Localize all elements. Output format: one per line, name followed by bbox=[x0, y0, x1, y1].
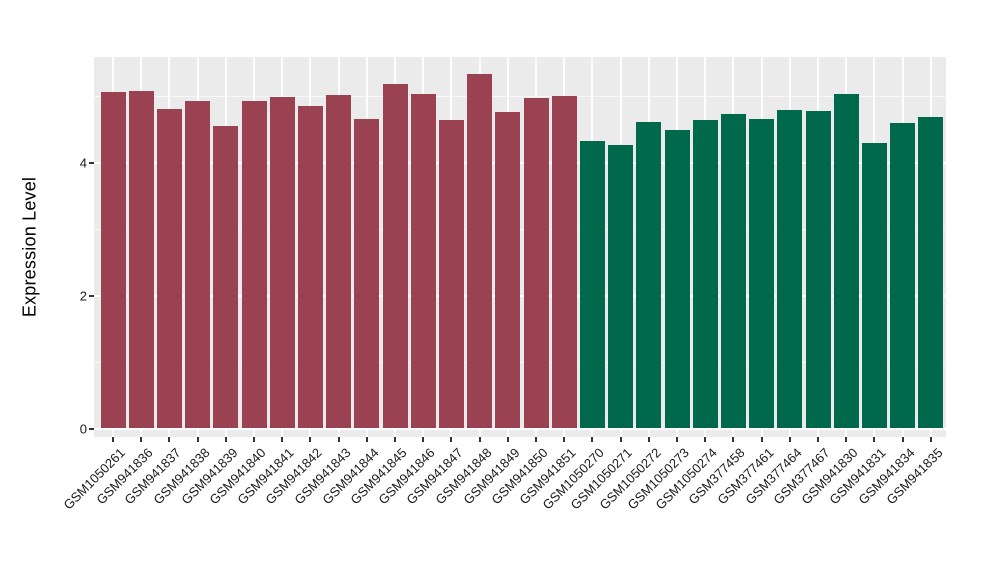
x-tick-mark bbox=[224, 437, 227, 442]
y-tick-label-2: 2 bbox=[79, 288, 87, 304]
bar-GSM941841 bbox=[269, 97, 295, 429]
x-tick-mark bbox=[281, 437, 284, 442]
bar-GSM941843 bbox=[326, 94, 352, 429]
bar-GSM1050274 bbox=[692, 119, 718, 429]
x-tick-mark bbox=[506, 437, 509, 442]
bar-GSM941849 bbox=[495, 112, 521, 429]
y-tick-mark bbox=[89, 427, 94, 430]
x-tick-mark bbox=[168, 437, 171, 442]
bar-GSM1050272 bbox=[636, 121, 662, 429]
x-tick-mark bbox=[450, 437, 453, 442]
x-tick-mark bbox=[647, 437, 650, 442]
x-tick-mark bbox=[196, 437, 199, 442]
y-tick-mark bbox=[89, 294, 94, 297]
bar-GSM1050273 bbox=[664, 129, 690, 429]
bar-GSM941847 bbox=[438, 119, 464, 429]
y-tick-label-0: 0 bbox=[79, 421, 87, 436]
x-tick-mark bbox=[535, 437, 537, 442]
gridline-major-y0 bbox=[94, 427, 946, 430]
x-tick-mark bbox=[365, 437, 368, 442]
y-tick-label-4: 4 bbox=[79, 155, 87, 171]
bar-GSM941835 bbox=[918, 116, 944, 429]
bar-GSM1050270 bbox=[579, 140, 605, 429]
x-tick-mark bbox=[394, 437, 396, 442]
bar-GSM377461 bbox=[749, 119, 775, 429]
x-tick-mark bbox=[619, 437, 622, 442]
y-tick-mark bbox=[89, 162, 94, 165]
bar-GSM941839 bbox=[213, 125, 239, 429]
x-tick-mark bbox=[901, 437, 904, 442]
bar-GSM941837 bbox=[156, 109, 182, 429]
x-tick-mark bbox=[732, 437, 735, 442]
bar-GSM1050271 bbox=[608, 144, 634, 429]
x-tick-mark bbox=[112, 437, 114, 442]
bar-GSM941848 bbox=[467, 74, 493, 429]
x-tick-mark bbox=[309, 437, 312, 442]
x-tick-mark bbox=[563, 437, 566, 442]
x-tick-mark bbox=[845, 437, 848, 442]
bar-GSM941842 bbox=[297, 106, 323, 429]
bar-GSM941834 bbox=[890, 123, 916, 429]
bar-GSM941830 bbox=[833, 94, 859, 429]
bar-GSM941851 bbox=[551, 96, 577, 429]
x-tick-mark bbox=[760, 437, 763, 442]
plot-panel bbox=[94, 57, 946, 437]
x-tick-mark bbox=[337, 437, 340, 442]
x-tick-mark bbox=[253, 437, 255, 442]
bar-GSM941836 bbox=[128, 90, 154, 429]
x-tick-mark bbox=[817, 437, 819, 442]
bar-GSM941844 bbox=[354, 118, 380, 429]
bar-GSM941850 bbox=[523, 98, 549, 429]
x-tick-mark bbox=[422, 437, 425, 442]
gridline-minor-y5 bbox=[94, 96, 946, 98]
x-tick-mark bbox=[478, 437, 481, 442]
bar-GSM941838 bbox=[185, 101, 211, 429]
x-tick-mark bbox=[140, 437, 143, 442]
bar-GSM941846 bbox=[410, 94, 436, 429]
bar-GSM1050261 bbox=[100, 92, 126, 429]
x-tick-mark bbox=[591, 437, 594, 442]
x-tick-mark bbox=[873, 437, 876, 442]
bar-GSM941845 bbox=[382, 84, 408, 429]
x-tick-mark bbox=[929, 437, 932, 442]
bar-GSM377467 bbox=[805, 111, 831, 429]
x-tick-mark bbox=[676, 437, 678, 442]
x-tick-mark bbox=[788, 437, 791, 442]
bar-GSM941831 bbox=[861, 143, 887, 429]
bar-GSM377464 bbox=[777, 110, 803, 429]
y-axis-title: Expression Level bbox=[19, 176, 40, 318]
x-tick-mark bbox=[704, 437, 707, 442]
bar-GSM941840 bbox=[241, 100, 267, 429]
bar-GSM377458 bbox=[720, 114, 746, 429]
